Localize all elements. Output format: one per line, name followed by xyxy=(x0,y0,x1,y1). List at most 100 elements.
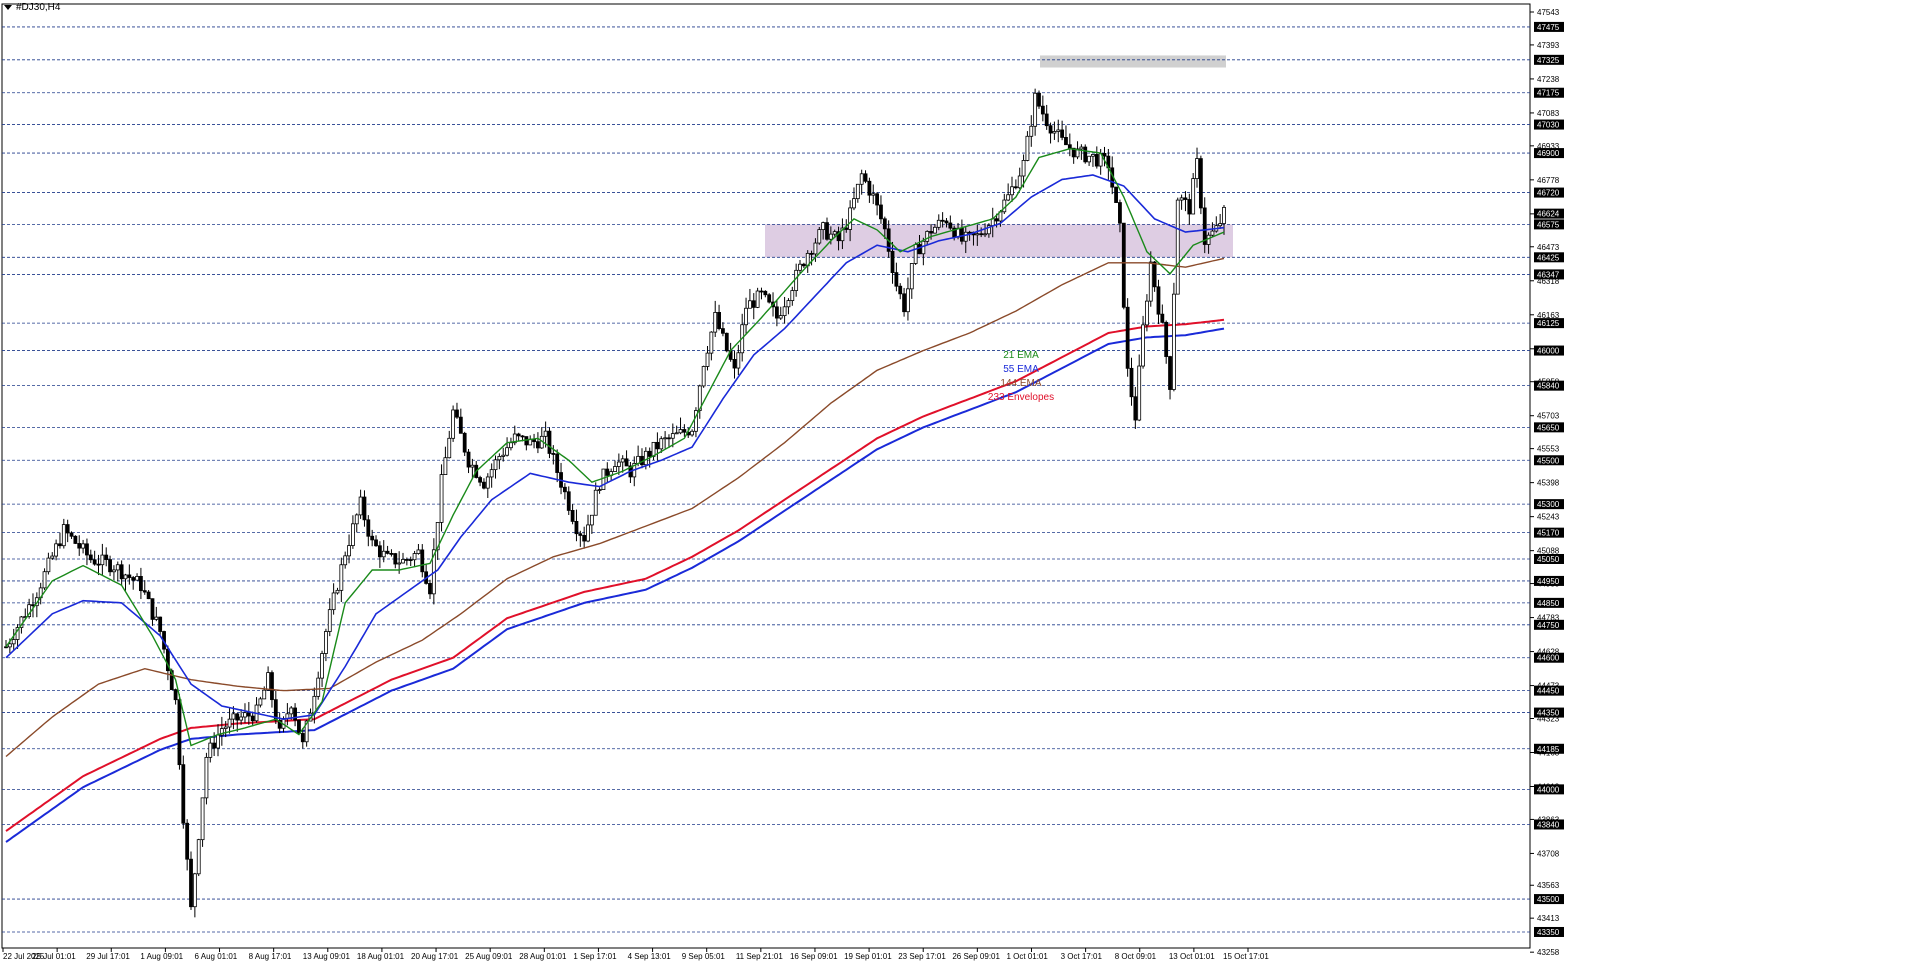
candle-body xyxy=(1222,206,1226,224)
candle-body xyxy=(1017,175,1022,189)
candle-body xyxy=(4,646,8,649)
level-price-tag xyxy=(1534,252,1564,263)
level-price-tag-label: 44750 xyxy=(1537,621,1560,630)
candle-body xyxy=(1218,223,1223,227)
candle-body xyxy=(1114,186,1118,203)
candle-body xyxy=(366,519,371,537)
time-tick-label: 18 Aug 01:01 xyxy=(357,952,405,961)
level-price-tag xyxy=(1534,148,1564,159)
candle-body xyxy=(744,307,748,326)
candle-body xyxy=(1210,230,1215,236)
candle-body xyxy=(231,713,236,720)
candle-body xyxy=(593,489,598,516)
candle-body xyxy=(1179,197,1184,201)
level-price-tag xyxy=(1534,455,1564,466)
candle-body xyxy=(817,229,822,244)
price-tick-label: 46778 xyxy=(1537,176,1560,185)
candle-body xyxy=(1129,367,1134,398)
time-tick-label: 23 Sep 17:01 xyxy=(898,952,946,961)
candle-body xyxy=(343,555,348,566)
candle-body xyxy=(1079,146,1084,150)
candle-body xyxy=(512,433,517,444)
candle-body xyxy=(389,552,394,555)
candle-body xyxy=(983,233,987,236)
candle-body xyxy=(821,222,826,231)
candle-body xyxy=(505,447,509,456)
candle-body xyxy=(682,429,687,433)
legend-item: 55 EMA xyxy=(1003,364,1039,375)
candle-body xyxy=(324,631,328,654)
candle-body xyxy=(96,563,101,566)
level-price-tag-label: 45840 xyxy=(1537,382,1560,391)
candle-body xyxy=(613,466,617,472)
candle-body xyxy=(412,553,417,561)
candle-body xyxy=(339,564,344,591)
candle-body xyxy=(350,523,355,546)
candle-body xyxy=(520,435,525,438)
candle-body xyxy=(667,437,671,440)
candle-body xyxy=(944,220,949,224)
candle-body xyxy=(674,432,679,435)
candle-body xyxy=(181,764,186,824)
candle-body xyxy=(1040,105,1045,115)
candle-body xyxy=(509,442,513,449)
ema144-line xyxy=(5,257,1225,758)
candle-body xyxy=(173,689,178,701)
candle-body xyxy=(85,543,89,556)
candle-body xyxy=(782,306,787,317)
level-price-tag xyxy=(1534,422,1564,433)
candle-body xyxy=(435,522,440,551)
level-price-tag-label: 45170 xyxy=(1537,529,1560,538)
candle-body xyxy=(451,409,456,439)
candle-body xyxy=(250,715,255,722)
candle-body xyxy=(497,456,502,461)
candle-body xyxy=(1152,261,1157,288)
candle-body xyxy=(713,312,718,333)
candle-body xyxy=(1141,324,1145,367)
level-price-tag xyxy=(1534,380,1564,391)
level-price-tag xyxy=(1534,707,1564,718)
candle-body xyxy=(119,564,124,580)
candle-body xyxy=(1071,147,1076,158)
candle-body xyxy=(786,300,791,308)
level-price-tag-label: 46000 xyxy=(1537,347,1560,356)
candle-body xyxy=(1056,129,1061,132)
candle-body xyxy=(836,231,841,242)
candle-body xyxy=(139,576,143,592)
candle-body xyxy=(354,514,359,525)
candle-body xyxy=(1145,300,1149,326)
candle-body xyxy=(1029,125,1034,137)
candle-body xyxy=(778,315,783,319)
candle-body xyxy=(200,797,205,841)
dropdown-triangle-icon[interactable] xyxy=(4,5,12,10)
time-tick-label: 6 Aug 01:01 xyxy=(195,952,238,961)
time-tick-label: 4 Sep 13:01 xyxy=(628,952,672,961)
candle-body xyxy=(135,576,139,581)
candle-body xyxy=(1083,146,1088,163)
candle-body xyxy=(335,589,340,594)
time-tick-label: 22 Jul 2025 xyxy=(3,952,45,961)
candle-body xyxy=(212,742,217,749)
candle-body xyxy=(562,486,567,493)
level-price-tag xyxy=(1534,685,1564,696)
candle-body xyxy=(940,219,945,222)
candle-body xyxy=(601,468,606,490)
candle-body xyxy=(65,524,70,534)
price-tick-label: 43708 xyxy=(1537,849,1560,858)
level-price-tag xyxy=(1534,575,1564,586)
level-price-tag-label: 45300 xyxy=(1537,500,1560,509)
candle-body xyxy=(81,543,85,549)
candle-body xyxy=(979,233,984,236)
candle-body xyxy=(1033,92,1038,127)
candle-body xyxy=(721,328,725,334)
candle-body xyxy=(867,180,872,196)
candle-body xyxy=(1075,148,1080,158)
candle-body xyxy=(578,533,583,536)
current-price-tag-label: 46624 xyxy=(1537,210,1560,219)
legend-item: 144 EMA xyxy=(1000,378,1041,389)
candle-body xyxy=(100,554,105,566)
candle-body xyxy=(925,231,930,242)
level-price-tag-label: 47175 xyxy=(1537,89,1560,98)
